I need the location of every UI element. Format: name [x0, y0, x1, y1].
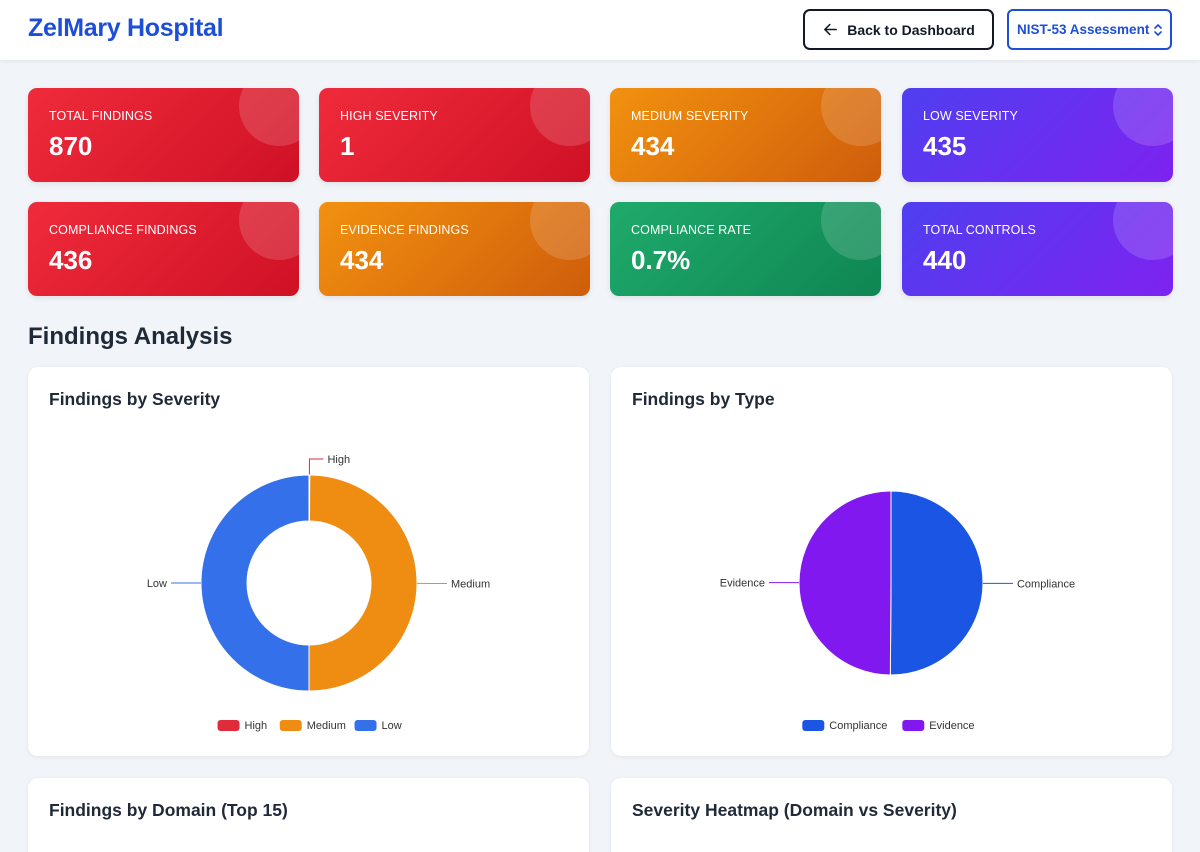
card-decoration — [239, 88, 299, 146]
legend-label-medium[interactable]: Medium — [307, 720, 346, 732]
legend-swatch-low[interactable] — [354, 720, 377, 731]
section-title: Findings Analysis — [28, 323, 233, 350]
legend-swatch-medium[interactable] — [279, 720, 302, 731]
domain-chart-panel: Findings by Domain (Top 15) — [28, 778, 589, 852]
legend-swatch-compliance[interactable] — [802, 720, 825, 731]
slice-evidence[interactable] — [798, 490, 892, 676]
card-decoration — [239, 202, 299, 260]
arrow-left-icon — [824, 23, 838, 36]
stat-card-total-findings: TOTAL FINDINGS 870 — [28, 88, 299, 182]
legend-swatch-evidence[interactable] — [902, 720, 925, 731]
stat-label: COMPLIANCE FINDINGS — [49, 223, 197, 237]
legend-swatch-high[interactable] — [217, 720, 240, 731]
card-decoration — [821, 202, 881, 260]
legend-label-low[interactable]: Low — [382, 720, 402, 732]
stat-label: EVIDENCE FINDINGS — [340, 223, 469, 237]
stat-value: 440 — [923, 245, 967, 275]
slice-low[interactable] — [200, 474, 310, 692]
stat-value: 0.7% — [631, 245, 691, 275]
card-decoration — [821, 88, 881, 146]
hospital-title: ZelMary Hospital — [28, 14, 224, 42]
stat-label: TOTAL CONTROLS — [923, 223, 1036, 237]
slice-compliance[interactable] — [889, 490, 984, 676]
card-decoration — [530, 88, 590, 146]
severity-doughnut-chart: High Medium Low High Medium Low — [147, 454, 490, 732]
panel-title: Findings by Domain (Top 15) — [49, 800, 288, 820]
slice-label-low: Low — [147, 578, 167, 590]
chevron-up-down-icon — [1154, 24, 1162, 36]
slice-label-evidence: Evidence — [720, 578, 765, 590]
heatmap-panel: Severity Heatmap (Domain vs Severity) — [611, 778, 1172, 852]
stat-value: 436 — [49, 245, 93, 275]
panel-title: Severity Heatmap (Domain vs Severity) — [632, 800, 957, 820]
stat-value: 435 — [923, 131, 967, 161]
back-to-dashboard-button[interactable]: Back to Dashboard — [803, 9, 994, 50]
stat-card-compliance-rate: COMPLIANCE RATE 0.7% — [610, 202, 881, 296]
card-decoration — [1113, 202, 1173, 260]
legend-label-high[interactable]: High — [245, 720, 268, 732]
type-pie-chart: Compliance Evidence Compliance Evidence — [720, 490, 1075, 732]
slice-medium[interactable] — [308, 474, 418, 692]
assessment-select[interactable]: NIST-53 Assessment — [1007, 9, 1172, 50]
leader-line-high — [308, 458, 324, 476]
legend-label-compliance[interactable]: Compliance — [829, 720, 887, 732]
stat-label: TOTAL FINDINGS — [49, 109, 153, 123]
slice-label-compliance: Compliance — [1017, 578, 1075, 590]
legend-label-evidence[interactable]: Evidence — [929, 720, 974, 732]
panel-title: Findings by Severity — [49, 389, 221, 409]
stat-label: LOW SEVERITY — [923, 109, 1018, 123]
card-decoration — [1113, 88, 1173, 146]
slice-label-medium: Medium — [451, 578, 490, 590]
assessment-select-value: NIST-53 Assessment — [1017, 22, 1150, 37]
stat-card-total-controls: TOTAL CONTROLS 440 — [902, 202, 1173, 296]
stat-card-evidence-findings: EVIDENCE FINDINGS 434 — [319, 202, 590, 296]
stat-card-compliance-findings: COMPLIANCE FINDINGS 436 — [28, 202, 299, 296]
stat-card-medium-severity: MEDIUM SEVERITY 434 — [610, 88, 881, 182]
stat-value: 870 — [49, 131, 93, 161]
back-to-dashboard-label: Back to Dashboard — [847, 21, 975, 38]
stat-card-high-severity: HIGH SEVERITY 1 — [319, 88, 590, 182]
stat-label: HIGH SEVERITY — [340, 109, 438, 123]
card-decoration — [530, 202, 590, 260]
top-header: ZelMary Hospital Back to Dashboard NIST-… — [0, 0, 1200, 60]
stat-card-low-severity: LOW SEVERITY 435 — [902, 88, 1173, 182]
stat-value: 434 — [631, 131, 675, 161]
type-chart-panel: Findings by Type Compliance Evidence Compl… — [611, 367, 1172, 756]
slice-label-high: High — [327, 454, 350, 466]
stat-label: COMPLIANCE RATE — [631, 223, 752, 237]
stat-value: 434 — [340, 245, 384, 275]
severity-chart-panel: Findings by Severity High Medium Low High Me… — [28, 367, 589, 756]
stat-label: MEDIUM SEVERITY — [631, 109, 749, 123]
panel-title: Findings by Type — [632, 389, 775, 409]
stat-value: 1 — [340, 131, 355, 161]
